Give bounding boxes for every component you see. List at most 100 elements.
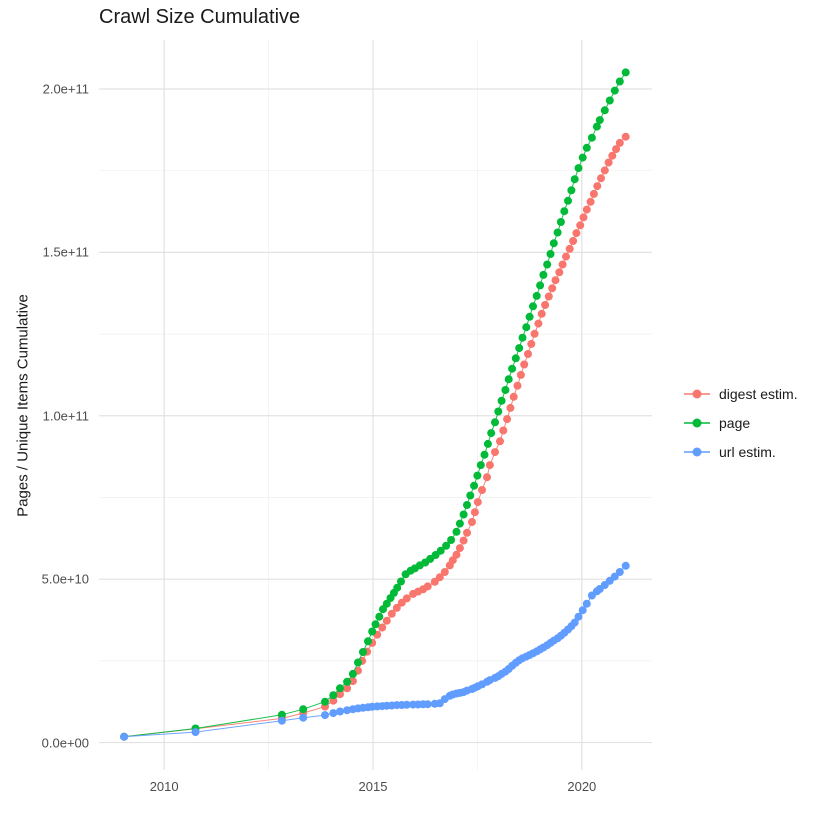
data-point <box>551 276 560 285</box>
data-point <box>520 360 529 369</box>
data-point <box>343 677 352 686</box>
data-point <box>589 189 598 198</box>
data-point <box>368 627 377 636</box>
data-point <box>478 486 486 494</box>
data-point <box>447 536 456 544</box>
data-point <box>572 229 581 238</box>
data-point <box>560 207 569 216</box>
data-point <box>621 561 630 570</box>
data-point <box>463 528 471 537</box>
data-point <box>473 471 482 480</box>
data-point <box>548 284 557 293</box>
data-point <box>615 568 624 576</box>
data-point <box>522 323 531 332</box>
data-point <box>515 344 524 353</box>
data-point <box>387 609 396 618</box>
series-url-estim- <box>120 561 630 741</box>
data-point <box>525 312 534 321</box>
data-point <box>549 239 558 248</box>
data-point <box>556 218 565 226</box>
y-tick-label: 5.0e+10 <box>41 571 89 587</box>
data-point <box>612 145 621 154</box>
data-point <box>570 175 579 184</box>
data-point <box>537 309 546 318</box>
legend-label: url estim. <box>719 443 776 460</box>
data-point <box>452 527 461 536</box>
data-point <box>576 221 585 230</box>
y-tick-label: 0.0e+00 <box>41 735 89 751</box>
data-point <box>321 697 329 706</box>
data-point <box>329 709 338 718</box>
data-point <box>473 498 482 507</box>
data-point <box>402 700 411 709</box>
data-point <box>532 291 541 300</box>
data-point <box>336 690 344 699</box>
data-point <box>497 396 506 405</box>
data-point <box>483 439 492 448</box>
data-point <box>530 329 539 338</box>
data-point <box>516 370 525 379</box>
gridlines-major <box>99 40 652 770</box>
data-point <box>621 132 630 141</box>
data-point <box>608 151 617 160</box>
legend-label: page <box>719 414 751 431</box>
data-point <box>605 96 614 105</box>
data-point <box>470 481 479 490</box>
data-point <box>582 205 591 214</box>
data-point <box>506 403 515 412</box>
legend-marker-icon <box>684 418 710 428</box>
data-point <box>299 705 308 714</box>
data-point <box>579 213 588 222</box>
data-point <box>567 186 576 195</box>
data-point <box>600 106 609 115</box>
y-tick-label: 1.5e+11 <box>42 244 89 260</box>
y-tick-label: 1.0e+11 <box>42 408 89 424</box>
data-point <box>558 260 567 269</box>
data-point <box>504 375 513 384</box>
data-point <box>546 250 555 258</box>
data-point <box>371 620 380 629</box>
data-point <box>321 711 329 720</box>
data-point <box>392 603 401 612</box>
data-point <box>574 164 583 173</box>
data-point <box>604 158 613 167</box>
data-point <box>442 541 451 550</box>
legend-item-digest-estim: digest estim. <box>684 379 798 408</box>
data-point <box>359 648 367 656</box>
data-point <box>578 153 587 162</box>
data-point <box>452 550 461 559</box>
data-point <box>393 583 402 592</box>
data-point <box>511 354 520 363</box>
data-point <box>348 669 357 678</box>
data-point <box>375 612 384 621</box>
data-point <box>592 122 601 131</box>
legend: digest estim. page url estim. <box>684 379 798 466</box>
data-point <box>485 461 494 470</box>
data-point <box>459 536 468 545</box>
data-point <box>494 407 503 416</box>
data-point <box>336 684 344 693</box>
data-point <box>491 418 499 427</box>
series-page <box>120 68 630 741</box>
data-point <box>534 319 543 328</box>
data-point <box>470 508 479 517</box>
series-digest-estim- <box>120 132 630 741</box>
data-point <box>595 116 604 125</box>
data-point <box>509 392 518 401</box>
data-point <box>402 594 411 603</box>
data-point <box>277 710 286 719</box>
data-point <box>299 713 308 722</box>
y-tick-label: 2.0e+11 <box>42 81 89 97</box>
data-point <box>343 684 352 693</box>
page-title: Crawl Size Cumulative <box>99 6 301 28</box>
data-point <box>593 182 602 191</box>
data-point <box>541 301 550 309</box>
data-point <box>496 437 504 446</box>
legend-marker-icon <box>684 447 710 457</box>
data-point <box>480 450 489 459</box>
data-point <box>574 612 583 621</box>
data-point <box>518 333 527 342</box>
data-point <box>615 77 624 86</box>
data-point <box>277 716 286 725</box>
